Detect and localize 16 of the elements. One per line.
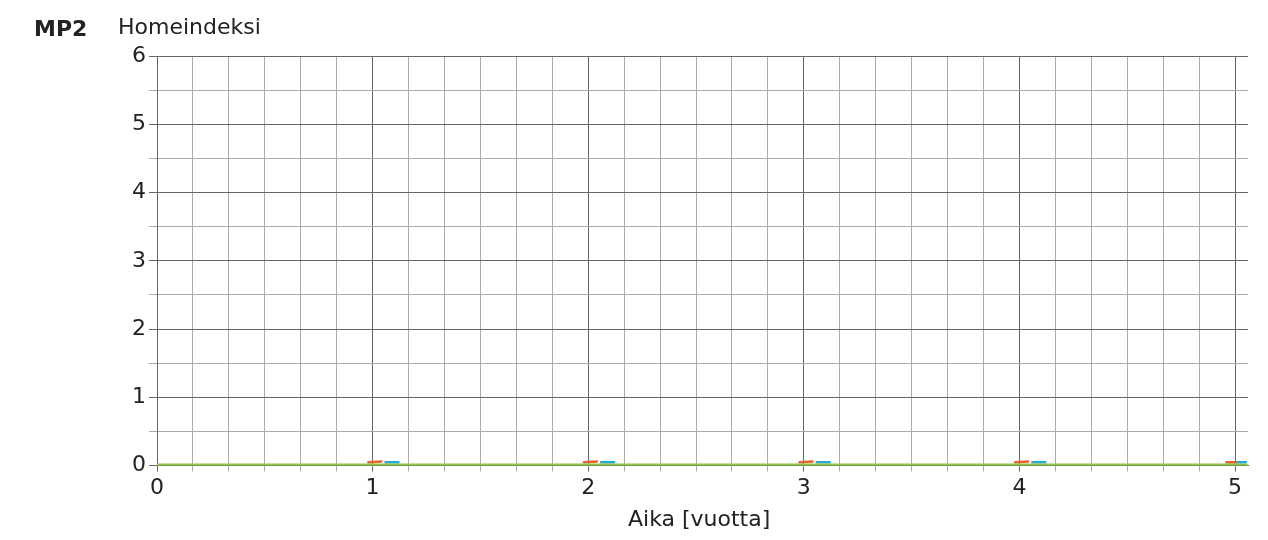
x-axis-title: Aika [vuotta] [628, 506, 771, 531]
x-tick-label: 5 [1228, 473, 1243, 499]
y-tick-label: 6 [132, 41, 146, 67]
x-tick-label: 4 [1012, 473, 1027, 499]
y-tick-label: 2 [132, 314, 146, 340]
y-tick-label: 4 [132, 178, 146, 204]
x-tick-label: 3 [796, 473, 811, 499]
y-tick-label: 1 [132, 383, 146, 409]
y-tick-label: 0 [132, 451, 146, 477]
y-axis-title: Homeindeksi [118, 14, 261, 39]
y-tick-label: 3 [132, 246, 146, 272]
x-tick-label: 1 [365, 473, 380, 499]
y-tick-label: 5 [132, 109, 146, 135]
x-tick-label: 0 [150, 473, 164, 499]
x-tick-label: 2 [581, 473, 596, 499]
chart-title: MP2 [34, 16, 88, 41]
